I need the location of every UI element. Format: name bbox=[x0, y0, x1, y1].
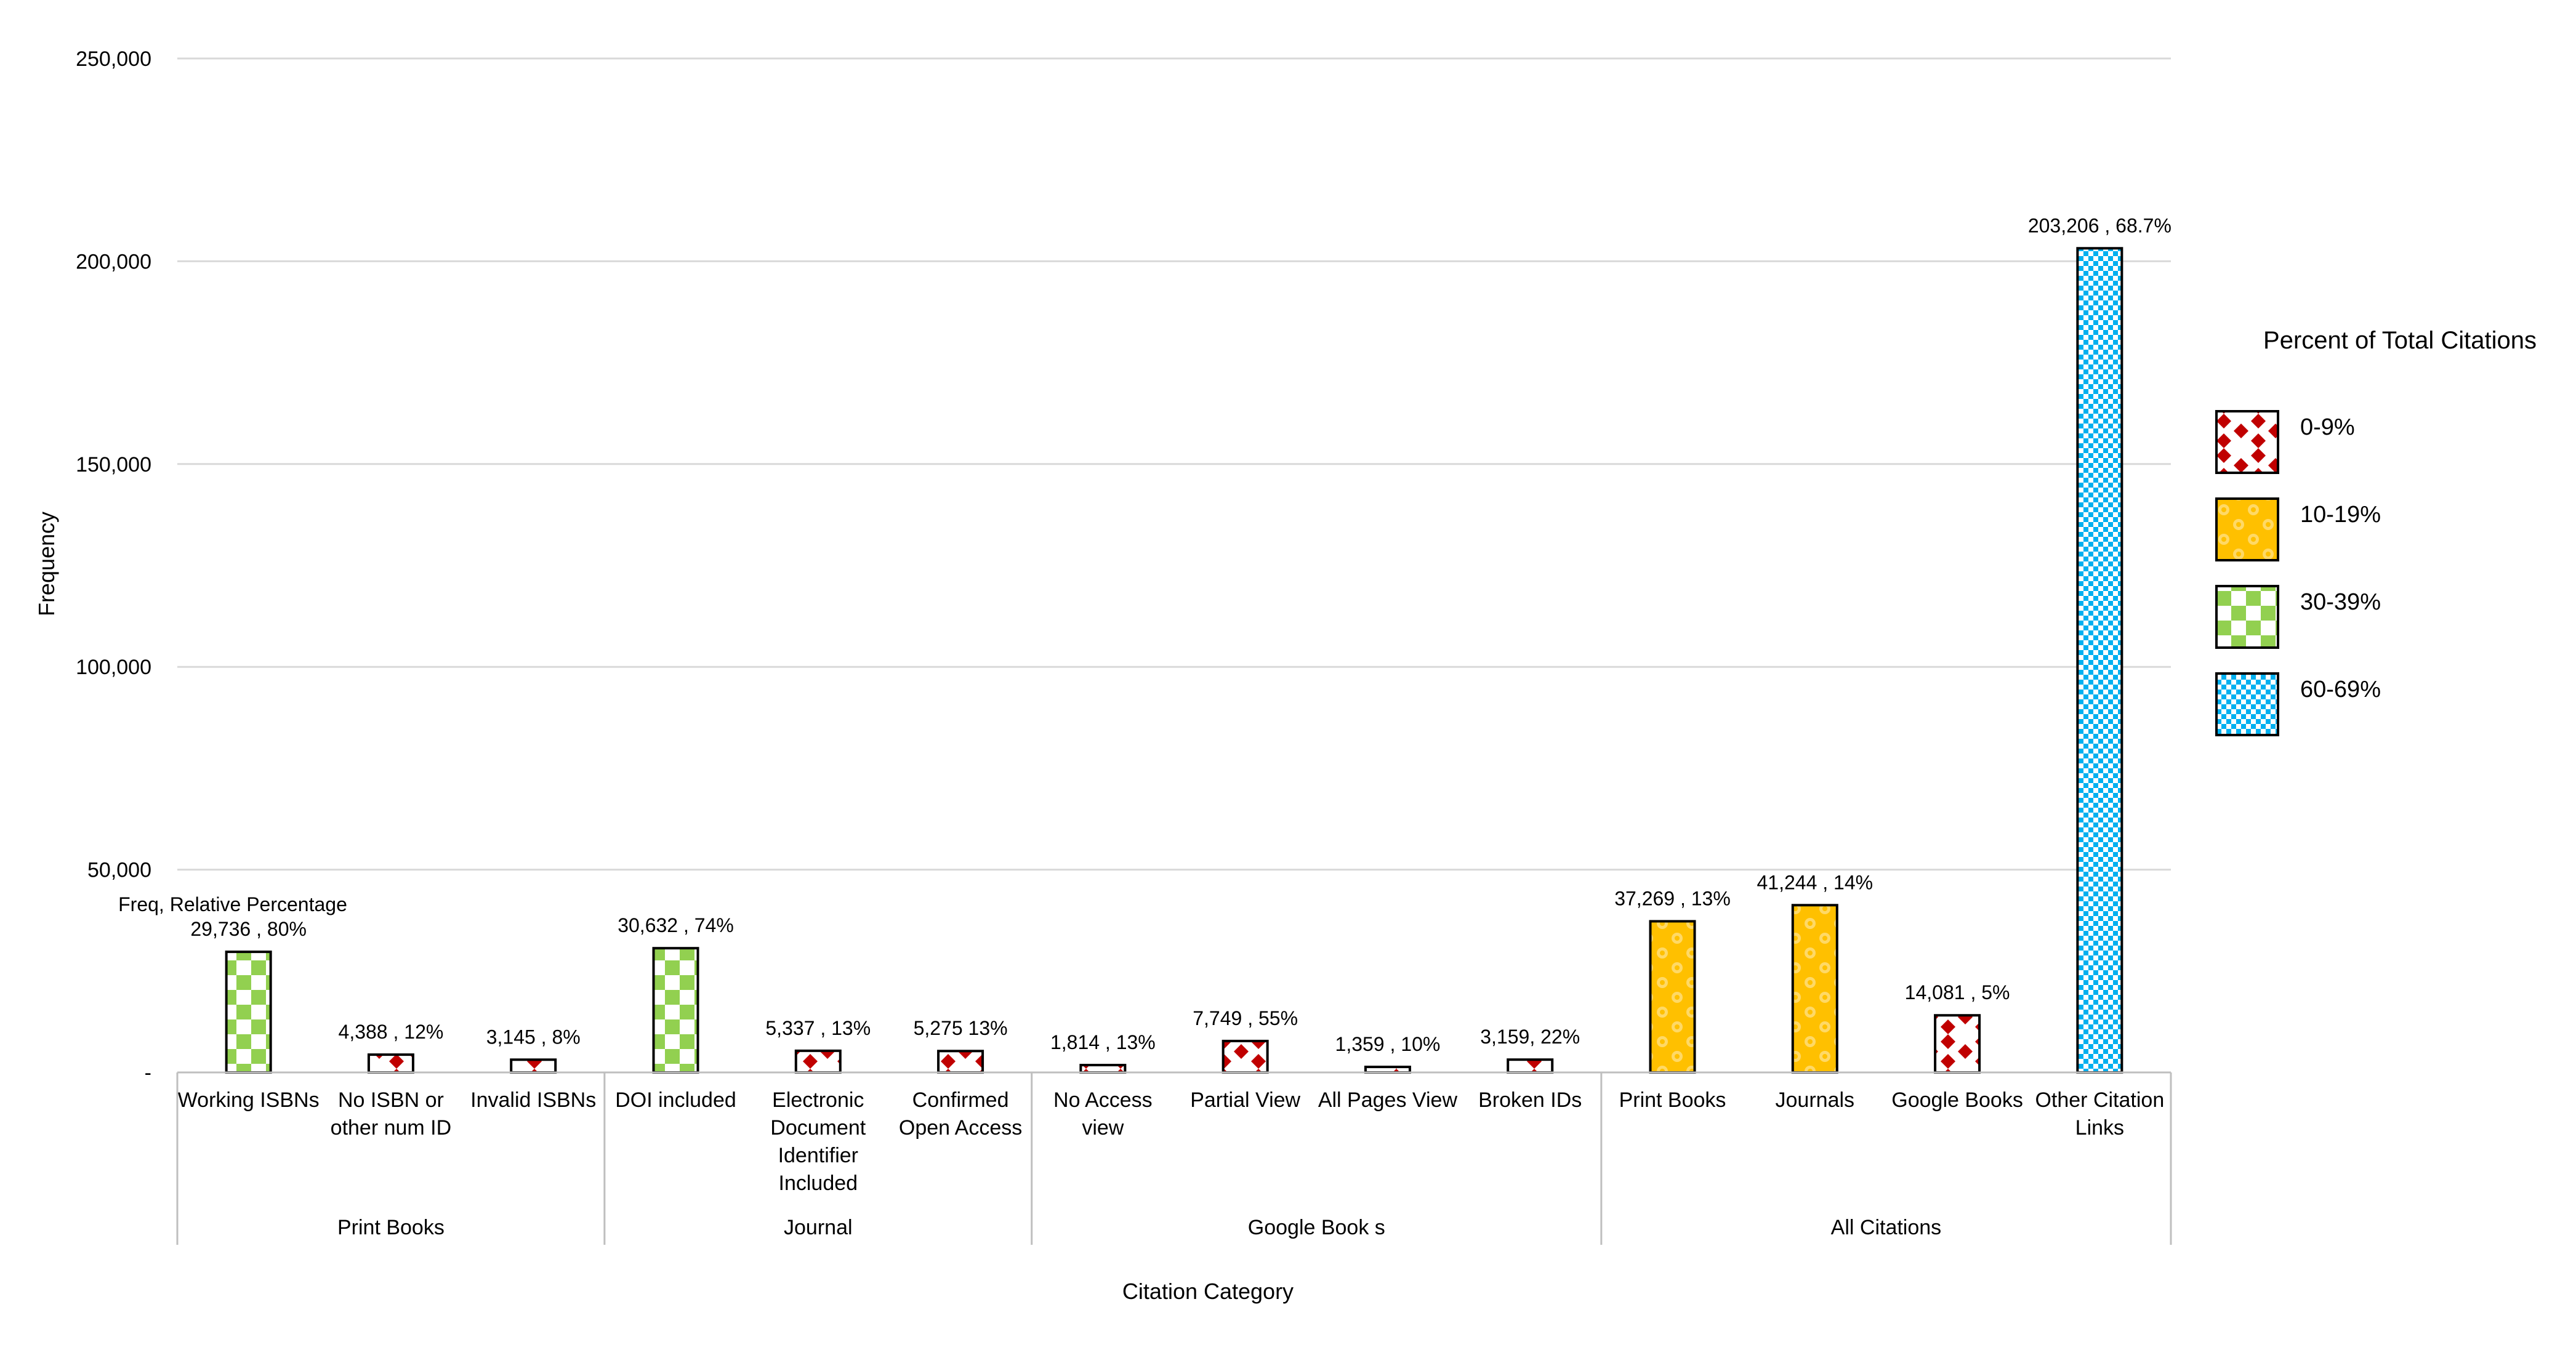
data-label: 1,814 , 13% bbox=[1050, 1031, 1156, 1053]
y-tick-label: 50,000 bbox=[87, 859, 151, 882]
y-tick-label: 250,000 bbox=[76, 47, 151, 71]
bar-no-isbn-or-other-num-id bbox=[367, 1053, 414, 1074]
data-label-annotation: Freq, Relative Percentage bbox=[118, 893, 347, 915]
data-label: 3,159, 22% bbox=[1480, 1026, 1580, 1048]
y-tick-label: 150,000 bbox=[76, 453, 151, 476]
x-tick-label: DOI included bbox=[615, 1088, 736, 1112]
bar-confirmed-open-access bbox=[937, 1050, 984, 1074]
bar-other-citation-links bbox=[2076, 247, 2123, 1074]
x-tick-label: Google Books bbox=[1891, 1088, 2023, 1112]
x-axis-title: Citation Category bbox=[1122, 1279, 1294, 1304]
data-label: 41,244 , 14% bbox=[1757, 871, 1873, 893]
x-tick-label: Broken IDs bbox=[1478, 1088, 1582, 1112]
bar-journals bbox=[1791, 904, 1838, 1074]
x-tick-label: Partial View bbox=[1190, 1088, 1300, 1112]
data-label: 7,749 , 55% bbox=[1193, 1007, 1298, 1029]
data-label: 37,269 , 13% bbox=[1614, 887, 1731, 909]
data-labels: 29,736 , 80% 4,388 , 12% 3,145 , 8% 30,632 … bbox=[190, 214, 2171, 1055]
legend-label: 60-69% bbox=[2300, 677, 2381, 702]
legend-swatch-0-9 bbox=[2215, 410, 2279, 474]
data-label: 14,081 , 5% bbox=[1905, 981, 2010, 1003]
x-axis: Working ISBNs No ISBN or other num ID Inval… bbox=[176, 1071, 2172, 1245]
x-tick-label: No ISBN or other num ID bbox=[331, 1088, 452, 1140]
group-label-print-books: Print Books bbox=[337, 1216, 445, 1239]
x-tick-label: All Pages View bbox=[1318, 1088, 1458, 1112]
legend-label: 10-19% bbox=[2300, 502, 2381, 528]
data-label: 4,388 , 12% bbox=[339, 1021, 444, 1043]
bar-doi-included bbox=[652, 947, 699, 1074]
data-label: 203,206 , 68.7% bbox=[2028, 214, 2171, 236]
x-tick-label: Journals bbox=[1776, 1088, 1855, 1112]
x-tick-label: Electronic Document Identifier Included bbox=[770, 1088, 866, 1195]
group-label-all-citations: All Citations bbox=[1831, 1216, 1942, 1239]
y-axis-title: Frequency bbox=[34, 512, 59, 616]
y-tick-label: - bbox=[145, 1061, 151, 1085]
group-label-google-book-s: Google Book s bbox=[1248, 1216, 1385, 1239]
legend-swatch-30-39 bbox=[2215, 585, 2279, 649]
bar-no-access-view bbox=[1079, 1064, 1127, 1074]
bar-working-isbns bbox=[225, 951, 272, 1074]
legend-label: 0-9% bbox=[2300, 414, 2355, 440]
bar-partial-view bbox=[1222, 1039, 1269, 1074]
data-label: 5,337 , 13% bbox=[765, 1017, 871, 1039]
bar-broken-ids bbox=[1507, 1058, 1554, 1074]
y-tick-label: 100,000 bbox=[76, 656, 151, 679]
gridlines bbox=[177, 57, 2171, 871]
data-label: 1,359 , 10% bbox=[1335, 1033, 1441, 1055]
data-label: 29,736 , 80% bbox=[190, 918, 307, 940]
data-label: 5,275 13% bbox=[914, 1017, 1008, 1039]
x-tick-label: Working ISBNs bbox=[178, 1088, 320, 1112]
x-tick-label: Print Books bbox=[1619, 1088, 1726, 1112]
bar-series bbox=[225, 247, 2123, 1074]
data-label: 30,632 , 74% bbox=[618, 914, 734, 936]
y-tick-label: 200,000 bbox=[76, 250, 151, 273]
legend-swatch-10-19 bbox=[2215, 497, 2279, 561]
bar-electronic-document-identifier-included bbox=[794, 1049, 842, 1074]
bar-print-books bbox=[1649, 920, 1696, 1074]
x-tick-label: No Access view bbox=[1053, 1088, 1153, 1140]
legend-label: 30-39% bbox=[2300, 589, 2381, 615]
legend: Percent of Total Citations 0-9% 10-19% 30-… bbox=[2215, 327, 2537, 736]
x-tick-label: Confirmed Open Access bbox=[899, 1088, 1022, 1140]
x-tick-label: Other Citation Links bbox=[2035, 1088, 2164, 1140]
legend-swatch-60-69 bbox=[2215, 672, 2279, 736]
y-axis: - 50,000 100,000 150,000 200,000 250,000 bbox=[76, 47, 151, 1085]
x-tick-label: Invalid ISBNs bbox=[470, 1088, 596, 1112]
legend-title: Percent of Total Citations bbox=[2263, 327, 2537, 354]
bar-invalid-isbns bbox=[510, 1058, 557, 1074]
data-label: 3,145 , 8% bbox=[486, 1026, 581, 1048]
group-label-journal: Journal bbox=[784, 1216, 853, 1239]
bar-google-books bbox=[1934, 1014, 1981, 1074]
